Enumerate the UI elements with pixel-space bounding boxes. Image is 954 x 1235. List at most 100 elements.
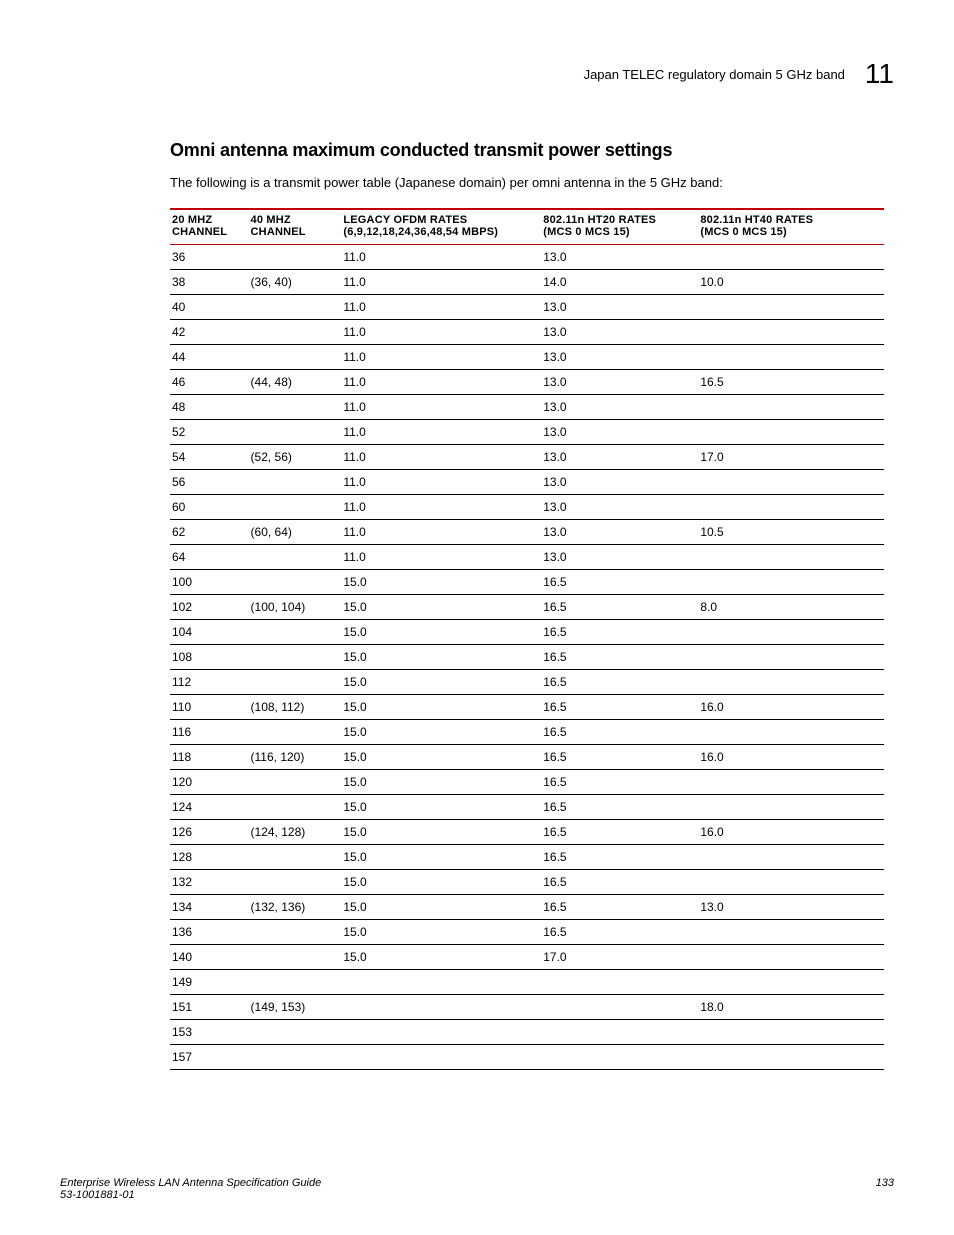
table-cell (249, 795, 342, 820)
table-cell: 124 (170, 795, 249, 820)
table-cell (249, 620, 342, 645)
content: Omni antenna maximum conducted transmit … (170, 140, 884, 1070)
table-cell: 16.5 (541, 570, 698, 595)
table-cell: 16.5 (541, 920, 698, 945)
table-row: 56 11.013.0 (170, 470, 884, 495)
table-cell: 15.0 (341, 845, 541, 870)
table-row: 136 15.016.5 (170, 920, 884, 945)
table-row: 48 11.013.0 (170, 395, 884, 420)
table-cell: (52, 56) (249, 445, 342, 470)
power-table: 20 MHZ CHANNEL 40 MHZ CHANNEL LEGACY OFD… (170, 208, 884, 1070)
table-cell: 13.0 (541, 370, 698, 395)
table-cell: 104 (170, 620, 249, 645)
table-cell (249, 845, 342, 870)
table-cell: 112 (170, 670, 249, 695)
table-cell: 110 (170, 695, 249, 720)
table-cell (249, 320, 342, 345)
table-cell: 116 (170, 720, 249, 745)
table-cell: (124, 128) (249, 820, 342, 845)
table-row: 157 (170, 1045, 884, 1070)
table-cell: (44, 48) (249, 370, 342, 395)
col-header-line2: (6,9,12,18,24,36,48,54 MBPS) (343, 226, 498, 238)
table-row: 126(124, 128)15.016.516.0 (170, 820, 884, 845)
table-body: 36 11.013.0 38(36, 40)11.014.010.040 11.… (170, 245, 884, 1070)
table-cell: 136 (170, 920, 249, 945)
col-header-line1: 20 MHZ (172, 214, 212, 226)
table-cell: 102 (170, 595, 249, 620)
table-row: 60 11.013.0 (170, 495, 884, 520)
table-cell (249, 395, 342, 420)
table-cell: 13.0 (541, 395, 698, 420)
table-cell: 15.0 (341, 670, 541, 695)
col-header-40mhz: 40 MHZ CHANNEL (249, 209, 342, 245)
table-cell: 15.0 (341, 595, 541, 620)
table-cell (249, 545, 342, 570)
table-cell: 16.5 (541, 720, 698, 745)
table-cell (698, 245, 884, 270)
table-cell: 42 (170, 320, 249, 345)
table-cell: 149 (170, 970, 249, 995)
table-cell: 15.0 (341, 745, 541, 770)
table-cell (698, 295, 884, 320)
table-cell: 16.0 (698, 820, 884, 845)
table-cell (698, 870, 884, 895)
table-cell: 15.0 (341, 645, 541, 670)
table-row: 112 15.016.5 (170, 670, 884, 695)
table-cell (698, 645, 884, 670)
table-cell (698, 470, 884, 495)
table-cell (698, 720, 884, 745)
table-cell: 15.0 (341, 870, 541, 895)
table-cell: 10.5 (698, 520, 884, 545)
table-cell: 11.0 (341, 295, 541, 320)
col-header-ht20: 802.11n HT20 RATES (MCS 0 MCS 15) (541, 209, 698, 245)
table-cell: 46 (170, 370, 249, 395)
table-cell: 100 (170, 570, 249, 595)
table-row: 124 15.016.5 (170, 795, 884, 820)
table-cell (698, 420, 884, 445)
table-row: 132 15.016.5 (170, 870, 884, 895)
table-cell: 16.5 (541, 745, 698, 770)
table-row: 110(108, 112)15.016.516.0 (170, 695, 884, 720)
table-row: 104 15.016.5 (170, 620, 884, 645)
table-cell: 8.0 (698, 595, 884, 620)
table-cell: 52 (170, 420, 249, 445)
table-cell (698, 845, 884, 870)
table-cell: 13.0 (541, 245, 698, 270)
table-cell: 13.0 (541, 345, 698, 370)
table-cell: 15.0 (341, 620, 541, 645)
table-cell: 16.5 (541, 820, 698, 845)
table-cell: 17.0 (541, 945, 698, 970)
table-row: 120 15.016.5 (170, 770, 884, 795)
table-cell (249, 1020, 342, 1045)
col-header-line2: (MCS 0 MCS 15) (700, 226, 787, 238)
table-row: 54(52, 56)11.013.017.0 (170, 445, 884, 470)
table-cell: 15.0 (341, 945, 541, 970)
table-cell (249, 245, 342, 270)
table-cell: 18.0 (698, 995, 884, 1020)
table-cell: 132 (170, 870, 249, 895)
table-cell: 16.5 (541, 645, 698, 670)
table-cell: 134 (170, 895, 249, 920)
table-cell (698, 320, 884, 345)
table-cell: 36 (170, 245, 249, 270)
table-cell: 15.0 (341, 920, 541, 945)
table-cell (698, 620, 884, 645)
table-cell: 151 (170, 995, 249, 1020)
table-cell: 11.0 (341, 445, 541, 470)
table-cell: 153 (170, 1020, 249, 1045)
table-row: 118(116, 120)15.016.516.0 (170, 745, 884, 770)
table-cell: 126 (170, 820, 249, 845)
table-cell: 15.0 (341, 895, 541, 920)
table-cell (249, 870, 342, 895)
table-cell (698, 495, 884, 520)
header-label: Japan TELEC regulatory domain 5 GHz band (584, 67, 845, 82)
col-header-line1: 802.11n HT40 RATES (700, 214, 813, 226)
table-cell (341, 995, 541, 1020)
table-cell (249, 720, 342, 745)
table-cell (249, 295, 342, 320)
table-cell (698, 345, 884, 370)
table-cell: 16.5 (541, 870, 698, 895)
table-cell: 16.5 (541, 895, 698, 920)
chapter-number: 11 (865, 58, 894, 89)
table-cell (249, 420, 342, 445)
